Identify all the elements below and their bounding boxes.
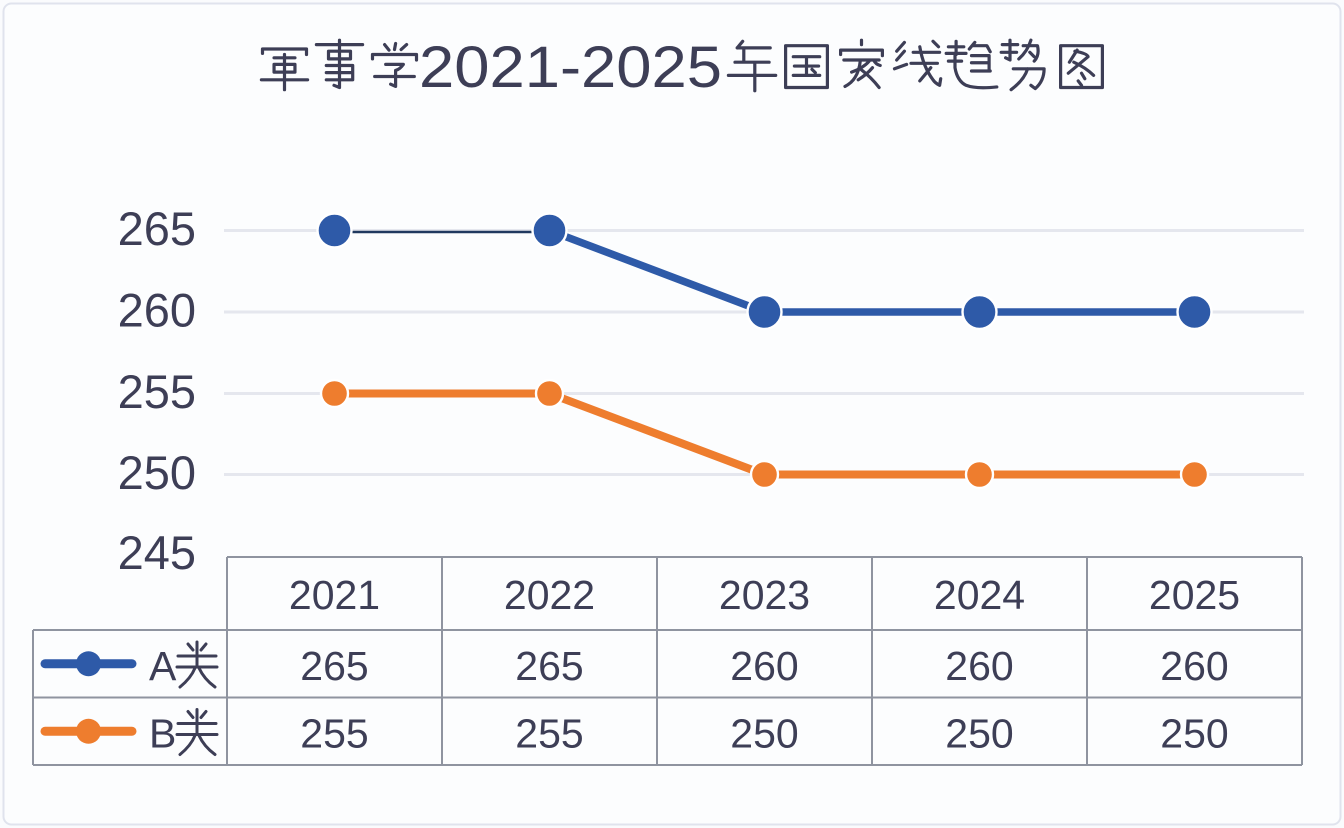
svg-text:2025: 2025 <box>1149 572 1240 618</box>
svg-text:255: 255 <box>300 711 368 757</box>
svg-text:250: 250 <box>945 711 1013 757</box>
svg-text:2021-2025: 2021-2025 <box>419 35 722 100</box>
svg-text:260: 260 <box>1160 643 1228 689</box>
svg-text:2024: 2024 <box>934 572 1025 618</box>
svg-text:2022: 2022 <box>504 572 595 618</box>
svg-text:265: 265 <box>515 643 583 689</box>
svg-text:250: 250 <box>730 711 798 757</box>
svg-text:255: 255 <box>118 365 196 418</box>
svg-text:255: 255 <box>515 711 583 757</box>
svg-text:260: 260 <box>118 284 196 337</box>
svg-text:2021: 2021 <box>289 572 380 618</box>
svg-text:B: B <box>149 711 176 757</box>
svg-text:A: A <box>149 643 177 689</box>
svg-text:265: 265 <box>118 202 196 255</box>
svg-text:2023: 2023 <box>719 572 810 618</box>
svg-text:265: 265 <box>300 643 368 689</box>
svg-text:250: 250 <box>1160 711 1228 757</box>
svg-text:260: 260 <box>945 643 1013 689</box>
svg-text:260: 260 <box>730 643 798 689</box>
svg-text:250: 250 <box>118 446 196 499</box>
svg-text:245: 245 <box>118 526 196 579</box>
